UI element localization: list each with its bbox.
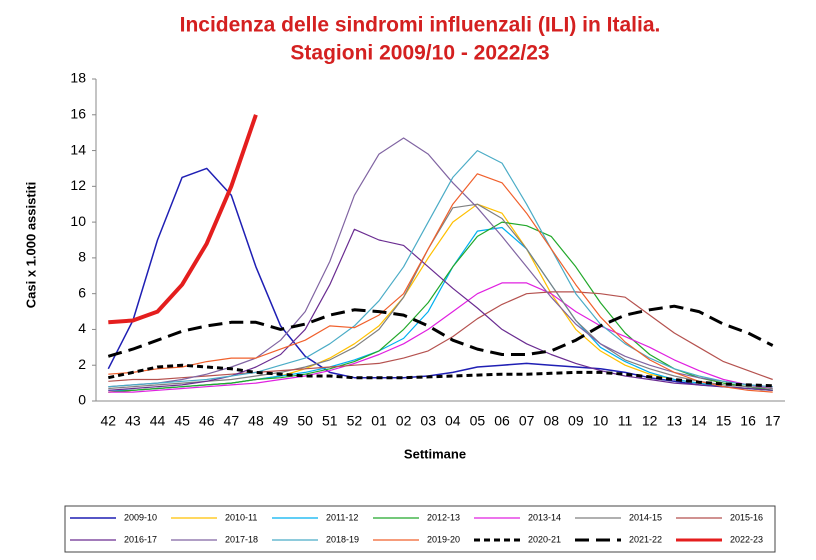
y-tick-label: 10: [70, 213, 86, 229]
x-tick-label: 43: [125, 413, 141, 429]
x-tick-label: 06: [494, 413, 510, 429]
x-tick-label: 44: [150, 413, 166, 429]
legend-label: 2020-21: [528, 534, 561, 544]
x-tick-label: 10: [593, 413, 609, 429]
y-tick-label: 16: [70, 105, 86, 121]
series-line: [108, 203, 773, 393]
y-axis-label: Casi x 1.000 assistiti: [23, 182, 38, 308]
x-tick-label: 05: [470, 413, 486, 429]
legend-label: 2013-14: [528, 512, 561, 522]
x-tick-label: 16: [740, 413, 756, 429]
x-tick-label: 45: [174, 413, 190, 429]
legend-label: 2022-23: [730, 534, 763, 544]
legend-label: 2011-12: [326, 512, 358, 522]
x-tick-label: 09: [568, 413, 584, 429]
x-tick-label: 42: [101, 413, 117, 429]
series-line: [107, 167, 773, 392]
x-tick-label: 50: [297, 413, 313, 429]
legend-label: 2019-20: [427, 534, 460, 544]
y-tick-label: 12: [70, 177, 86, 193]
legend-label: 2010-11: [225, 512, 257, 522]
series-line: [108, 137, 773, 388]
legend-label: 2018-19: [326, 534, 359, 544]
x-axis-label: Settimane: [404, 446, 466, 461]
x-tick-label: 03: [420, 413, 436, 429]
x-tick-label: 47: [224, 413, 240, 429]
x-tick-label: 14: [691, 413, 707, 429]
x-tick-label: 51: [322, 413, 338, 429]
legend-label: 2015-16: [730, 512, 763, 522]
y-tick-label: 8: [78, 249, 86, 265]
x-tick-label: 07: [519, 413, 535, 429]
y-tick-label: 4: [78, 320, 86, 336]
series-line: [107, 363, 773, 388]
series-line: [107, 304, 774, 358]
y-tick-label: 14: [70, 141, 86, 157]
legend-label: 2021-22: [629, 534, 662, 544]
series-line: [108, 221, 773, 393]
chart-title: Incidenza delle sindromi influenzali (IL…: [180, 14, 661, 37]
series-line: [108, 203, 773, 390]
legend-label: 2016-17: [124, 534, 157, 544]
y-tick-label: 2: [78, 356, 86, 372]
series-line: [108, 282, 773, 393]
x-tick-label: 49: [273, 413, 289, 429]
y-tick-label: 6: [78, 284, 86, 300]
x-tick-label: 12: [642, 413, 658, 429]
legend-box: [64, 505, 776, 553]
x-tick-label: 52: [347, 413, 363, 429]
legend-label: 2014-15: [629, 512, 662, 522]
x-tick-label: 01: [371, 413, 387, 429]
x-tick-label: 17: [765, 413, 781, 429]
x-tick-label: 08: [543, 413, 559, 429]
x-tick-label: 48: [248, 413, 264, 429]
x-tick-label: 15: [716, 413, 732, 429]
series-line: [108, 114, 258, 325]
y-tick-label: 0: [78, 392, 86, 408]
y-tick-label: 18: [70, 70, 86, 86]
x-tick-label: 13: [666, 413, 682, 429]
series-line: [108, 173, 773, 393]
x-tick-label: 04: [445, 413, 461, 429]
x-tick-label: 02: [396, 413, 412, 429]
legend-label: 2017-18: [225, 534, 258, 544]
chart-subtitle: Stagioni 2009/10 - 2022/23: [290, 42, 549, 65]
x-tick-label: 46: [199, 413, 215, 429]
x-tick-label: 11: [618, 413, 633, 429]
legend-label: 2012-13: [427, 512, 460, 522]
series-line: [108, 228, 773, 391]
legend-label: 2009-10: [124, 512, 157, 522]
series-line: [108, 150, 773, 388]
series-line: [108, 291, 773, 382]
